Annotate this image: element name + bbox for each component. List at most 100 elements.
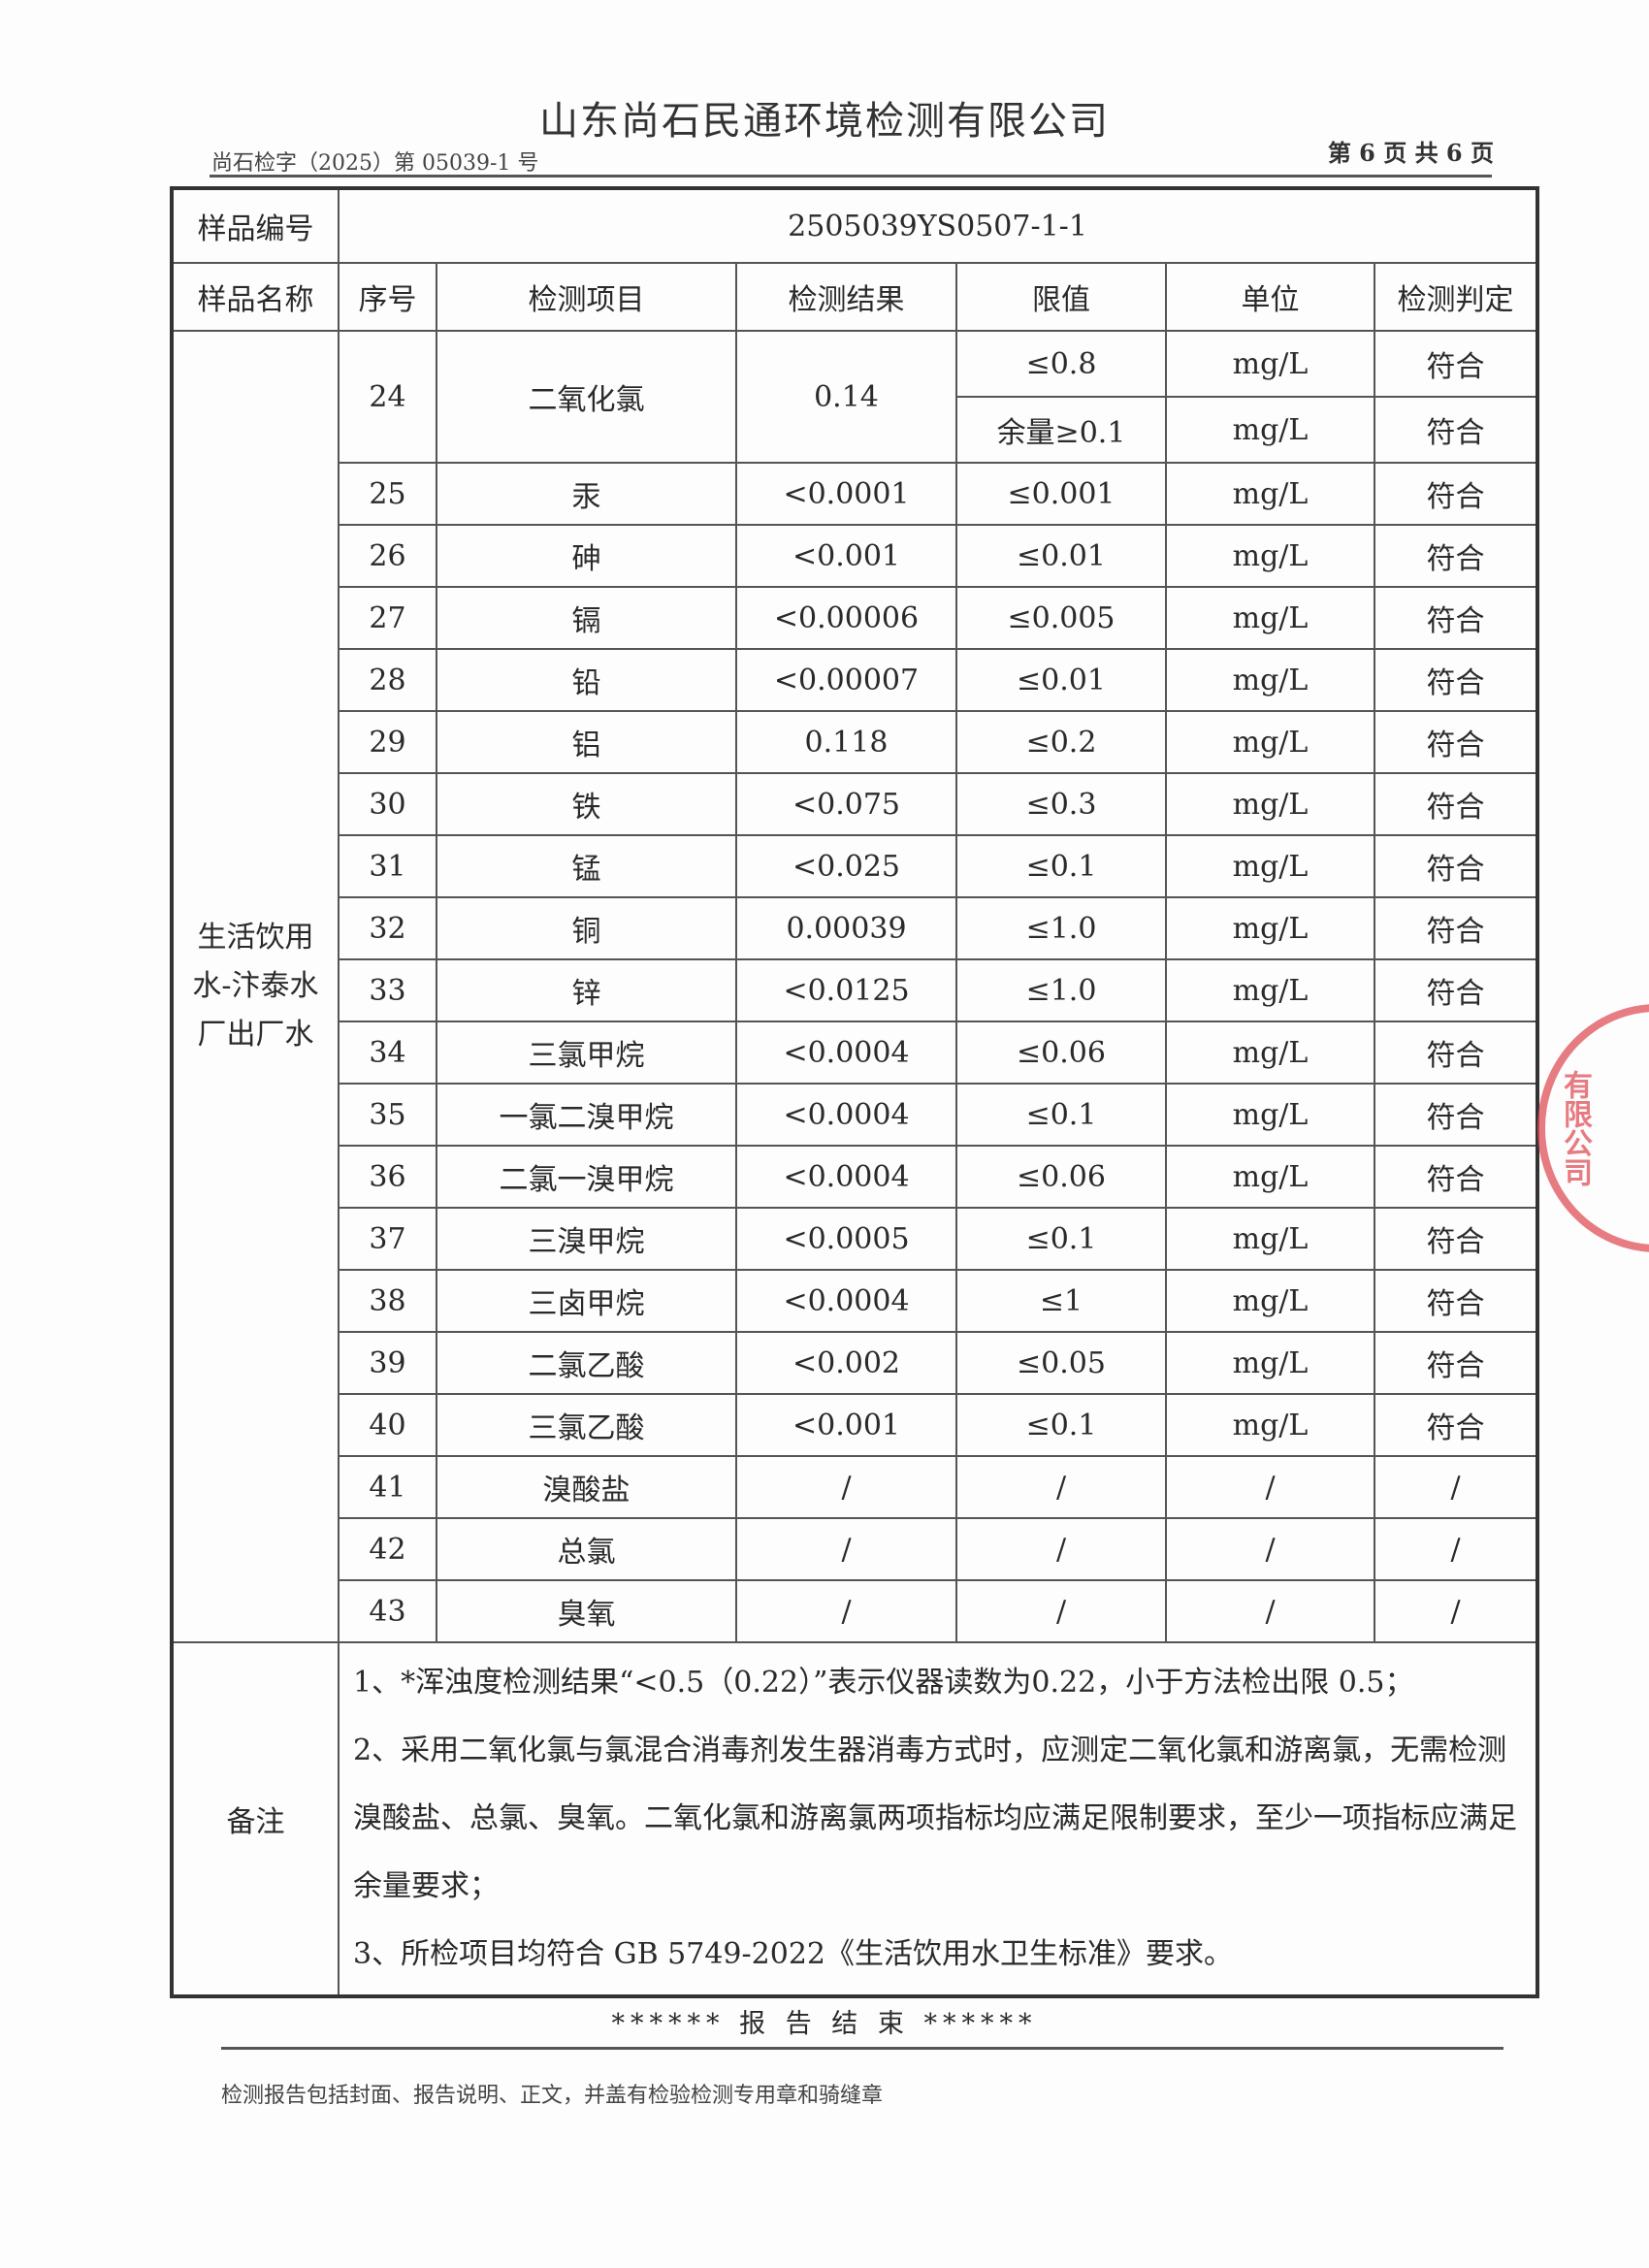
table-row: 38 三卤甲烷 <0.0004 ≤1 mg/L 符合 [172,1269,1539,1333]
row-result: <0.0005 [735,1207,957,1271]
row-limit: ≤0.8 [955,330,1167,398]
row-no: 43 [338,1579,437,1643]
table-row: 32 铜 0.00039 ≤1.0 mg/L 符合 [172,896,1539,960]
row-limit: ≤0.1 [955,1083,1167,1147]
row-result: 0.118 [735,710,957,774]
table-row: 35 一氯二溴甲烷 <0.0004 ≤0.1 mg/L 符合 [172,1083,1539,1147]
row-unit: mg/L [1165,958,1375,1022]
row-verdict: / [1373,1455,1539,1519]
table-row: 28 铅 <0.00007 ≤0.01 mg/L 符合 [172,648,1539,712]
row-verdict: 符合 [1373,586,1539,650]
row-unit: mg/L [1165,524,1375,588]
row-result: <0.0004 [735,1145,957,1209]
row-result: / [735,1579,957,1643]
row-unit: mg/L [1165,1021,1375,1085]
row-item: 镉 [436,586,737,650]
row-result: / [735,1517,957,1581]
row-item: 二氧化氯 [436,330,737,464]
footer-note: 检测报告包括封面、报告说明、正文，并盖有检验检测专用章和骑缝章 [221,2084,884,2108]
row-item: 总氯 [436,1517,737,1581]
row-unit: / [1165,1579,1375,1643]
col-header: 样品名称 [171,262,340,332]
row-no: 40 [338,1393,437,1457]
row-limit: / [955,1579,1167,1643]
row-limit: ≤0.06 [955,1021,1167,1085]
row-no: 25 [338,462,437,526]
row-limit: ≤1 [955,1269,1167,1333]
row-limit: ≤1.0 [955,958,1167,1022]
sample-no-label: 样品编号 [171,187,340,264]
row-item: 铅 [436,648,737,712]
col-header: 限值 [955,262,1167,332]
note-item: 2、采用二氧化氯与氯混合消毒剂发生器消毒方式时，应测定二氧化氯和游离氯，无需检测… [353,1733,1517,1903]
table-row: 43 臭氧 / / / / [172,1579,1539,1643]
row-verdict: 符合 [1373,330,1539,398]
row-item: 三溴甲烷 [436,1207,737,1271]
row-result: <0.002 [735,1331,957,1395]
row-limit: ≤0.1 [955,1393,1167,1457]
row-no: 24 [338,330,437,464]
table-row: 33 锌 <0.0125 ≤1.0 mg/L 符合 [172,958,1539,1022]
company-title: 山东尚石民通环境检测有限公司 [539,99,1110,144]
row-limit: 余量≥0.1 [955,396,1167,464]
row-no: 39 [338,1331,437,1395]
table-row: 26 砷 <0.001 ≤0.01 mg/L 符合 [172,524,1539,588]
results-table: 样品编号 2505039YS0507-1-1 样品名称 序号 检测项目 检测结果… [170,186,1540,1998]
row-limit: ≤0.3 [955,772,1167,836]
row-verdict: 符合 [1373,648,1539,712]
row-unit: mg/L [1165,1269,1375,1333]
row-limit: ≤0.05 [955,1331,1167,1395]
note-item: 1、*浑浊度检测结果“<0.5（0.22）”表示仪器读数为0.22，小于方法检出… [353,1666,1414,1700]
row-unit: mg/L [1165,1083,1375,1147]
row-verdict: 符合 [1373,772,1539,836]
row-result: <0.001 [735,1393,957,1457]
row-unit: mg/L [1165,896,1375,960]
row-unit: mg/L [1165,834,1375,898]
row-limit: ≤0.2 [955,710,1167,774]
row-verdict: 符合 [1373,1269,1539,1333]
row-limit: / [955,1517,1167,1581]
row-no: 35 [338,1083,437,1147]
row-no: 26 [338,524,437,588]
seal-text: 有限公司 [1558,1070,1592,1186]
row-verdict: 符合 [1373,396,1539,464]
row-no: 41 [338,1455,437,1519]
row-unit: mg/L [1165,1145,1375,1209]
row-result: <0.025 [735,834,957,898]
row-verdict: 符合 [1373,834,1539,898]
row-verdict: 符合 [1373,1393,1539,1457]
row-verdict: 符合 [1373,462,1539,526]
row-unit: mg/L [1165,1207,1375,1271]
row-result: <0.00007 [735,648,957,712]
row-unit: mg/L [1165,462,1375,526]
col-header: 检测结果 [735,262,957,332]
notes-content: 1、*浑浊度检测结果“<0.5（0.22）”表示仪器读数为0.22，小于方法检出… [337,1641,1539,1997]
row-item: 臭氧 [436,1579,737,1643]
row-verdict: 符合 [1373,524,1539,588]
row-result: <0.0001 [735,462,957,526]
table-row: 40 三氯乙酸 <0.001 ≤0.1 mg/L 符合 [172,1393,1539,1457]
header-divider [210,175,1492,178]
row-limit: ≤0.01 [955,524,1167,588]
row-limit: ≤0.005 [955,586,1167,650]
row-item: 砷 [436,524,737,588]
row-item: 三氯乙酸 [436,1393,737,1457]
row-unit: mg/L [1165,396,1375,464]
row-item: 汞 [436,462,737,526]
row-item: 锰 [436,834,737,898]
row-item: 铝 [436,710,737,774]
column-header-row: 样品名称 序号 检测项目 检测结果 限值 单位 检测判定 [171,262,1539,332]
row-no: 37 [338,1207,437,1271]
row-unit: mg/L [1165,586,1375,650]
notes-label: 备注 [171,1641,340,1997]
row-no: 29 [338,710,437,774]
row-no: 28 [338,648,437,712]
row-limit: ≤0.1 [955,1207,1167,1271]
row-unit: mg/L [1165,1393,1375,1457]
note-item: 3、所检项目均符合 GB 5749-2022《生活饮用水卫生标准》要求。 [353,1937,1234,1971]
report-end-marker: ****** 报 告 结 束 ****** [611,2009,1038,2039]
sample-no-value: 2505039YS0507-1-1 [337,187,1539,264]
row-result: <0.001 [735,524,957,588]
table-row: 37 三溴甲烷 <0.0005 ≤0.1 mg/L 符合 [172,1207,1539,1271]
table-row: 30 铁 <0.075 ≤0.3 mg/L 符合 [172,772,1539,836]
